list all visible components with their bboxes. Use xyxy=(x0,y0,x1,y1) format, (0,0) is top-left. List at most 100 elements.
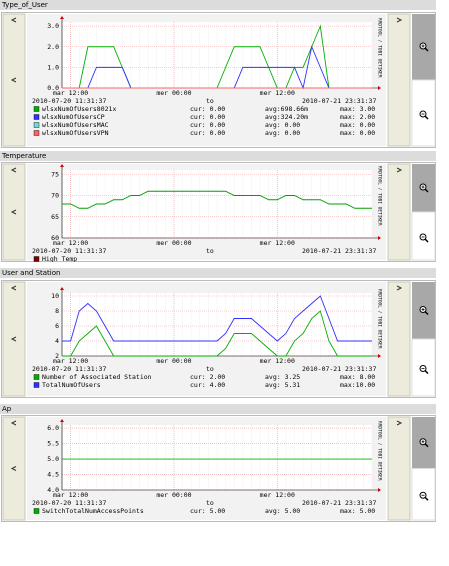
zoom-icon-handle xyxy=(424,47,429,52)
y-tick-label: 60 xyxy=(51,234,59,242)
zoom-icon-handle xyxy=(424,369,429,375)
zoom-icon-handle xyxy=(424,238,429,243)
end-date: 2010-07-21 23:31:37 xyxy=(302,365,376,373)
prev-button[interactable] xyxy=(2,281,26,397)
panel: 0.0 1.0 2.0 3.0 mar 12:00 mer 00:00 mer 12:00 R… xyxy=(1,12,436,148)
legend-stat: max:10.00 xyxy=(340,381,375,389)
legend-stat: max: 0.00 xyxy=(340,129,375,137)
next-button[interactable] xyxy=(387,416,411,521)
date-separator: to xyxy=(206,97,214,105)
panel: 2 4 6 8 10 mar 12:00 mer 00:00 mer 12:00 RRDTOOL… xyxy=(1,280,436,398)
prev-button[interactable] xyxy=(2,416,26,521)
panel-title-bar xyxy=(0,151,436,161)
legend-swatch xyxy=(33,508,40,514)
next-arrow xyxy=(396,167,403,173)
end-date: 2010-07-21 23:31:37 xyxy=(302,499,376,507)
x-axis-arrow xyxy=(378,488,381,492)
date-separator: to xyxy=(206,365,214,373)
x-axis-arrow xyxy=(378,354,381,358)
x-tick-label: mar 12:00 xyxy=(53,491,88,499)
x-tick-label: mar 12:00 xyxy=(53,357,88,365)
x-tick-label: mar 12:00 xyxy=(53,89,88,97)
legend-label: SwitchTotalNumAccessPoints xyxy=(42,507,144,515)
legend-stat: avg:698.66m xyxy=(265,105,308,113)
legend-stat: cur: 0.00 xyxy=(190,121,225,129)
y-tick-label: 4 xyxy=(55,337,59,345)
legend-stat: cur: 2.00 xyxy=(190,373,225,381)
y-tick-label: 10 xyxy=(51,292,59,300)
watermark: RRDTOOL / TOBI OETIKER xyxy=(377,421,383,481)
legend-label: Number of Associated Station xyxy=(42,373,152,381)
legend-swatch xyxy=(33,374,40,380)
panel-title-bar xyxy=(0,404,436,414)
series-line xyxy=(62,190,372,209)
legend-stat: max: 2.00 xyxy=(340,113,375,121)
next-button[interactable] xyxy=(387,13,411,147)
series-line xyxy=(62,310,372,357)
date-separator: to xyxy=(206,499,214,507)
panel-title: Ap xyxy=(2,405,12,413)
x-tick-label: mer 00:00 xyxy=(156,89,191,97)
y-tick-label: 5.0 xyxy=(47,455,59,463)
next-button[interactable] xyxy=(387,281,411,397)
legend-stat: max: 5.00 xyxy=(340,507,375,515)
zoom-icon-handle xyxy=(424,310,429,316)
legend-label: High Temp xyxy=(42,255,77,263)
legend-stat: max: 0.00 xyxy=(340,121,375,129)
legend-stat: cur: 0.00 xyxy=(190,113,225,121)
x-axis-arrow xyxy=(378,236,381,240)
legend-stat: cur: 5.00 xyxy=(190,507,225,515)
prev-button[interactable] xyxy=(2,13,26,147)
panel-title: Temperature xyxy=(1,152,46,160)
legend-stat: cur: 0.00 xyxy=(190,129,225,137)
legend-swatch xyxy=(33,382,40,388)
legend-label: wlsxNumOfUsersCP xyxy=(42,113,105,121)
panel: 4.0 4.5 5.0 5.5 6.0 mar 12:00 mer 00:00 mer 12:… xyxy=(1,415,436,522)
panel-title-bar xyxy=(0,268,436,278)
y-axis-arrow xyxy=(60,287,64,290)
zoom-icon-handle xyxy=(424,496,429,501)
panel-title: Type_of_User xyxy=(1,1,48,9)
legend-swatch xyxy=(33,106,40,112)
legend-stat: cur: 4.00 xyxy=(190,381,225,389)
prev-arrow-top xyxy=(10,17,17,23)
prev-button[interactable] xyxy=(2,163,26,261)
zoom-icon-handle xyxy=(424,188,429,193)
y-tick-label: 65 xyxy=(51,213,59,221)
y-tick-label: 3.0 xyxy=(47,22,59,30)
x-tick-label: mer 00:00 xyxy=(156,239,191,247)
x-tick-label: mer 00:00 xyxy=(156,357,191,365)
y-tick-label: 4.5 xyxy=(47,471,59,479)
x-tick-label: mer 12:00 xyxy=(260,491,295,499)
prev-arrow-top xyxy=(10,167,17,173)
start-date: 2010-07-20 11:31:37 xyxy=(32,499,106,507)
x-tick-label: mar 12:00 xyxy=(53,239,88,247)
legend-stat: avg: 0.00 xyxy=(265,129,300,137)
panel-title: User and Station xyxy=(2,269,60,277)
x-tick-label: mer 00:00 xyxy=(156,491,191,499)
legend-label: wlsxNumOfUsersMAC xyxy=(42,121,109,129)
legend-stat: max: 8.00 xyxy=(340,373,375,381)
prev-arrow xyxy=(10,336,17,342)
y-axis-arrow xyxy=(60,164,64,167)
legend-stat: avg: 3.25 xyxy=(265,373,300,381)
y-axis-arrow xyxy=(60,16,64,19)
next-button[interactable] xyxy=(387,163,411,261)
x-axis-arrow xyxy=(378,86,381,90)
legend-label: wlsxNumOfUsers8021x xyxy=(42,105,116,113)
x-tick-label: mer 12:00 xyxy=(260,239,295,247)
zoom-icon-handle xyxy=(424,443,429,448)
legend-swatch xyxy=(33,130,40,136)
y-tick-label: 4.0 xyxy=(47,486,59,494)
next-arrow xyxy=(396,285,403,291)
date-separator: to xyxy=(206,247,214,255)
legend-stat: avg:324.20m xyxy=(265,113,308,121)
panel: 60 65 70 75 mar 12:00 mer 00:00 mer 12:00 RRDTO… xyxy=(1,162,436,263)
x-tick-label: mer 12:00 xyxy=(260,89,295,97)
watermark: RRDTOOL / TOBI OETIKER xyxy=(377,166,383,226)
legend-stat: max: 3.00 xyxy=(340,105,375,113)
next-arrow xyxy=(396,17,403,23)
watermark: RRDTOOL / TOBI OETIKER xyxy=(377,18,383,78)
legend-stat: avg: 0.00 xyxy=(265,121,300,129)
